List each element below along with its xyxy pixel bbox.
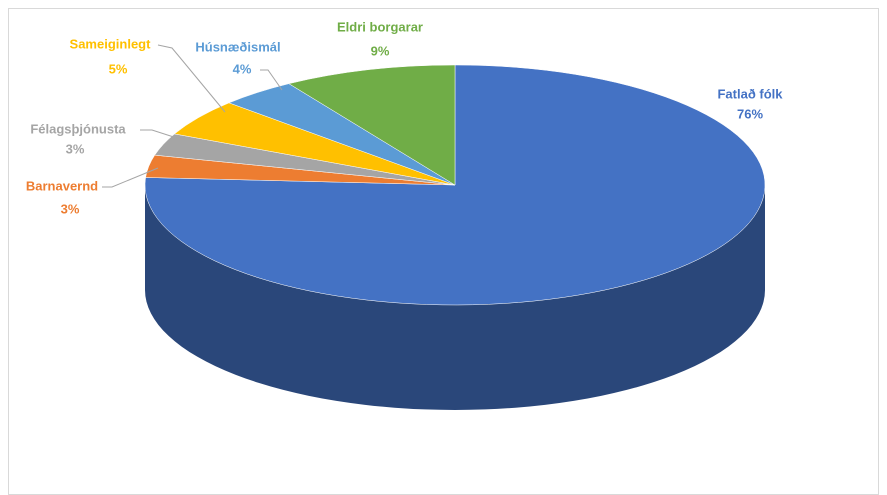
leader-line: [260, 69, 283, 91]
value-label: 4%: [233, 61, 252, 76]
slice-label: Sameiginlegt: [70, 36, 152, 51]
slice-label: Húsnæðismál: [195, 39, 280, 54]
value-label: 76%: [737, 106, 763, 121]
leader-line: [157, 44, 226, 113]
slice-label: Félagsþjónusta: [30, 121, 126, 136]
slice-label: Eldri borgarar: [337, 19, 423, 34]
leader-line: [102, 167, 159, 188]
slice: [288, 64, 456, 186]
slice-label: Fatlað fólk: [717, 86, 783, 101]
value-label: 3%: [61, 201, 80, 216]
slice-side: [145, 185, 765, 410]
slice-label: Barnavernd: [26, 178, 98, 193]
value-label: 3%: [66, 141, 85, 156]
value-label: 5%: [109, 61, 128, 76]
leader-line: [140, 129, 184, 141]
value-label: 9%: [371, 43, 390, 58]
